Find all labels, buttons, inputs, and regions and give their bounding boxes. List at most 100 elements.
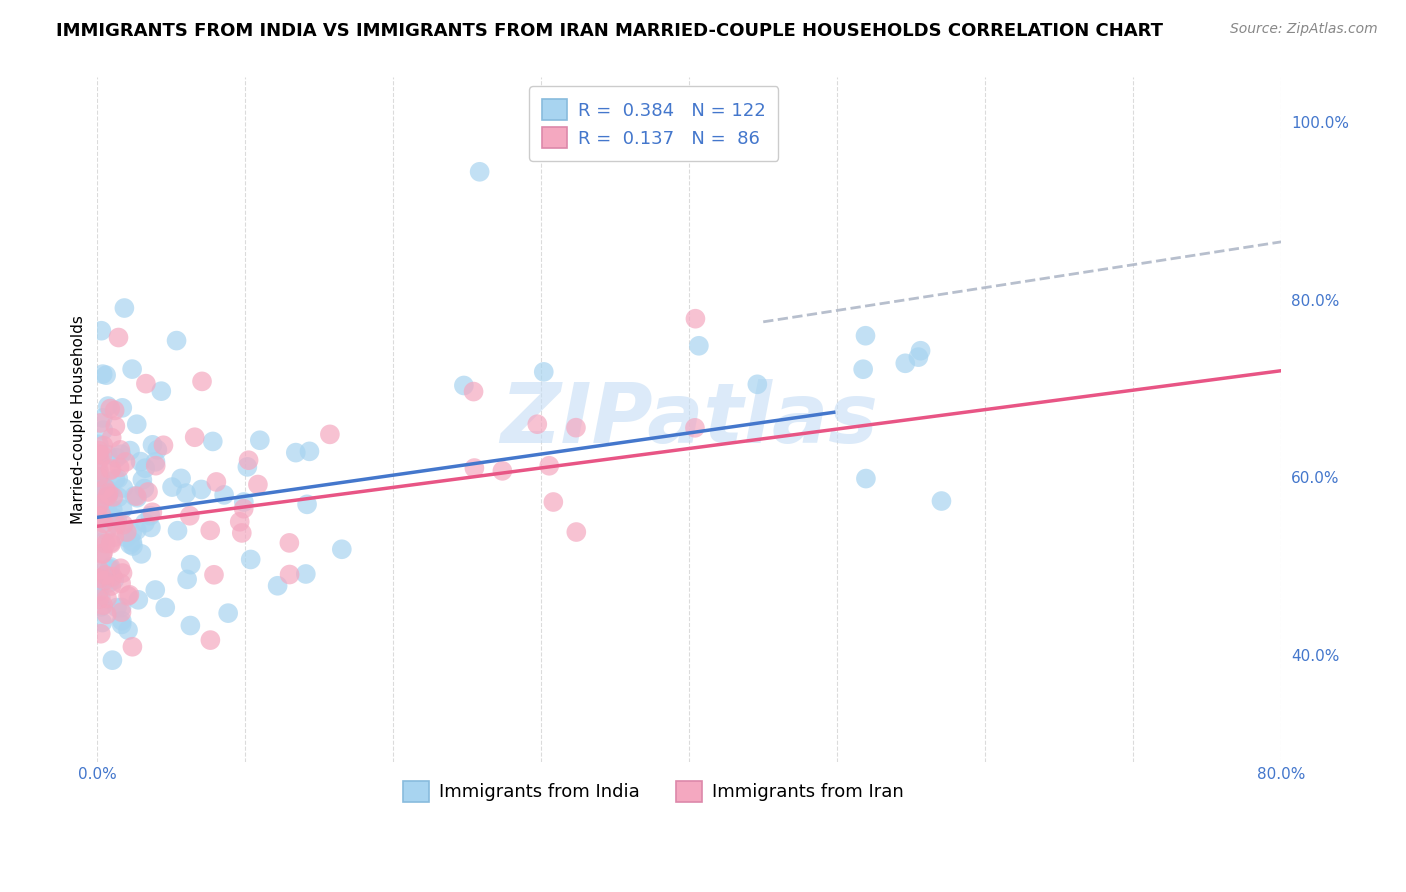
Point bbox=[468, 165, 491, 179]
Point bbox=[166, 524, 188, 538]
Point bbox=[118, 443, 141, 458]
Point bbox=[94, 536, 117, 550]
Point bbox=[87, 509, 110, 524]
Point bbox=[100, 560, 122, 574]
Point bbox=[89, 466, 111, 480]
Point bbox=[100, 537, 122, 551]
Point bbox=[90, 487, 112, 501]
Point bbox=[284, 445, 307, 459]
Point bbox=[127, 491, 149, 505]
Point bbox=[112, 301, 135, 315]
Point bbox=[97, 399, 120, 413]
Point bbox=[141, 438, 163, 452]
Point bbox=[139, 520, 162, 534]
Point bbox=[114, 455, 136, 469]
Point bbox=[91, 410, 114, 425]
Point bbox=[121, 362, 143, 376]
Text: IMMIGRANTS FROM INDIA VS IMMIGRANTS FROM IRAN MARRIED-COUPLE HOUSEHOLDS CORRELAT: IMMIGRANTS FROM INDIA VS IMMIGRANTS FROM… bbox=[56, 22, 1163, 40]
Point bbox=[91, 367, 114, 381]
Point bbox=[87, 448, 110, 462]
Point bbox=[107, 330, 129, 344]
Point bbox=[855, 328, 877, 343]
Point bbox=[91, 572, 114, 586]
Point bbox=[89, 416, 111, 430]
Point bbox=[145, 458, 167, 473]
Point bbox=[111, 566, 134, 580]
Point bbox=[117, 589, 139, 603]
Point bbox=[229, 515, 252, 529]
Point bbox=[87, 447, 110, 461]
Point bbox=[89, 452, 111, 467]
Point bbox=[246, 477, 269, 491]
Point bbox=[121, 535, 143, 549]
Point bbox=[100, 579, 122, 593]
Point bbox=[111, 617, 134, 632]
Legend: Immigrants from India, Immigrants from Iran: Immigrants from India, Immigrants from I… bbox=[391, 768, 917, 814]
Point bbox=[96, 508, 118, 522]
Point bbox=[104, 419, 127, 434]
Point bbox=[143, 582, 166, 597]
Point bbox=[146, 442, 169, 457]
Point bbox=[134, 482, 156, 496]
Point bbox=[217, 606, 239, 620]
Point bbox=[87, 572, 110, 586]
Point bbox=[110, 561, 132, 575]
Point bbox=[120, 537, 142, 551]
Point bbox=[747, 377, 769, 392]
Point bbox=[205, 475, 228, 489]
Point bbox=[212, 488, 235, 502]
Point bbox=[96, 448, 118, 462]
Point bbox=[176, 573, 198, 587]
Point bbox=[89, 583, 111, 598]
Point bbox=[91, 547, 114, 561]
Point bbox=[98, 561, 121, 575]
Point bbox=[134, 516, 156, 530]
Point bbox=[910, 343, 932, 358]
Point bbox=[89, 567, 111, 582]
Point bbox=[91, 546, 114, 560]
Point bbox=[278, 567, 301, 582]
Point bbox=[319, 427, 342, 442]
Point bbox=[688, 339, 710, 353]
Point bbox=[98, 563, 121, 577]
Point bbox=[97, 486, 120, 500]
Point bbox=[190, 483, 212, 497]
Point bbox=[238, 453, 260, 467]
Point bbox=[100, 431, 122, 445]
Point bbox=[122, 539, 145, 553]
Point bbox=[87, 497, 110, 511]
Point bbox=[100, 463, 122, 477]
Point bbox=[91, 487, 114, 501]
Point bbox=[97, 488, 120, 502]
Point bbox=[463, 461, 485, 475]
Point bbox=[931, 494, 953, 508]
Point bbox=[87, 579, 110, 593]
Point bbox=[231, 525, 253, 540]
Point bbox=[103, 530, 125, 544]
Point bbox=[112, 517, 135, 532]
Point bbox=[101, 653, 124, 667]
Text: Source: ZipAtlas.com: Source: ZipAtlas.com bbox=[1230, 22, 1378, 37]
Point bbox=[91, 496, 114, 510]
Point bbox=[94, 482, 117, 496]
Point bbox=[136, 485, 159, 500]
Point bbox=[115, 531, 138, 545]
Point bbox=[94, 568, 117, 582]
Point bbox=[115, 524, 138, 539]
Point bbox=[298, 444, 321, 458]
Point bbox=[166, 334, 188, 348]
Point bbox=[180, 558, 202, 572]
Point bbox=[105, 517, 128, 532]
Point bbox=[232, 495, 254, 509]
Point bbox=[179, 618, 201, 632]
Point bbox=[170, 471, 193, 485]
Point bbox=[239, 552, 262, 566]
Point bbox=[87, 437, 110, 451]
Point bbox=[907, 350, 929, 364]
Point bbox=[179, 508, 201, 523]
Point bbox=[330, 542, 353, 557]
Point bbox=[112, 481, 135, 495]
Point bbox=[565, 524, 588, 539]
Point bbox=[150, 384, 173, 399]
Point bbox=[96, 607, 118, 622]
